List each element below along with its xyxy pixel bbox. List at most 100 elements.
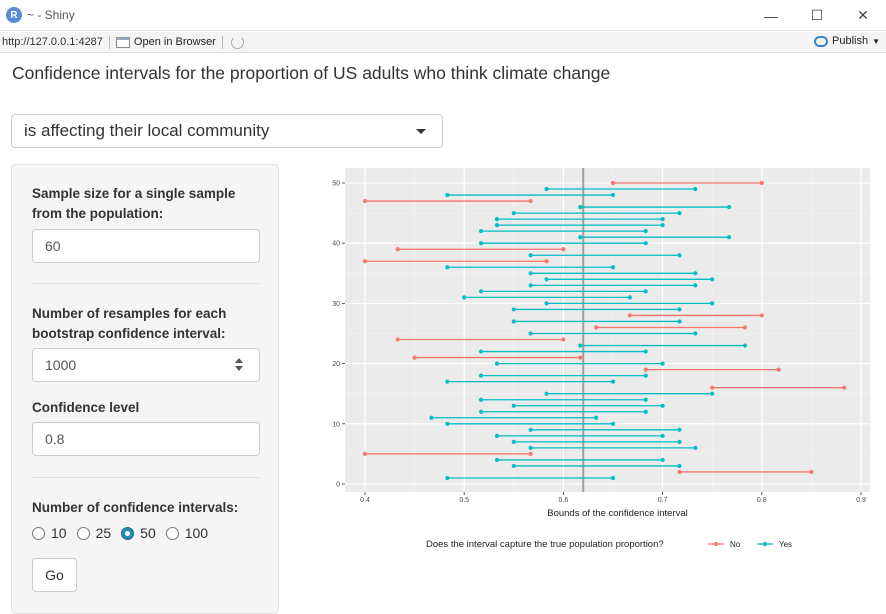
interval-lower-point xyxy=(528,427,533,432)
x-tick-label: 0.6 xyxy=(559,497,569,504)
interval-lower-point xyxy=(362,259,368,264)
sample-size-input[interactable]: 60 xyxy=(32,229,260,263)
interval-lower-point xyxy=(478,289,484,294)
interval-upper-point xyxy=(561,247,566,252)
interval-lower-point xyxy=(511,319,516,324)
maximize-button[interactable]: ☐ xyxy=(810,7,824,23)
interval-upper-point xyxy=(693,283,698,288)
interval-lower-point xyxy=(429,415,434,420)
num-intervals-label: Number of confidence intervals: xyxy=(32,500,239,515)
interval-lower-point xyxy=(494,457,500,463)
x-axis-title: Bounds of the confidence interval xyxy=(547,508,687,519)
interval-lower-point xyxy=(610,180,616,186)
open-browser-icon xyxy=(115,36,130,48)
minimize-button[interactable]: — xyxy=(764,7,778,24)
num-intervals-radio-group: 10 25 50 100 xyxy=(32,525,208,541)
interval-lower-point xyxy=(478,241,484,246)
interval-upper-point xyxy=(544,259,549,264)
interval-lower-point xyxy=(494,217,500,222)
interval-lower-point xyxy=(478,349,484,354)
interval-lower-point xyxy=(677,469,682,475)
interval-upper-point xyxy=(677,439,682,444)
go-button[interactable]: Go xyxy=(32,558,77,592)
radio-circle-icon xyxy=(32,526,45,540)
interval-lower-point xyxy=(362,451,368,456)
legend-label-yes: Yes xyxy=(779,540,792,549)
interval-upper-point xyxy=(677,463,682,469)
interval-upper-point xyxy=(660,457,665,463)
interval-upper-point xyxy=(643,397,648,402)
legend-key-point xyxy=(762,541,768,547)
radio-option-100[interactable]: 100 xyxy=(165,525,209,541)
interval-upper-point xyxy=(561,337,566,342)
interval-lower-point xyxy=(494,433,500,438)
interval-lower-point xyxy=(445,475,450,481)
y-tick-label: 30 xyxy=(332,301,340,308)
interval-lower-point xyxy=(594,325,599,330)
interval-upper-point xyxy=(660,433,665,438)
refresh-icon[interactable] xyxy=(230,35,244,49)
radio-option-50[interactable]: 50 xyxy=(121,525,156,541)
y-tick-label: 20 xyxy=(332,361,340,368)
interval-lower-point xyxy=(462,295,467,300)
confidence-level-input[interactable]: 0.8 xyxy=(32,422,260,456)
toolbar-separator xyxy=(221,35,223,49)
publish-icon xyxy=(814,35,828,47)
interval-lower-point xyxy=(494,223,500,228)
publish-label: Publish xyxy=(832,35,869,47)
interval-lower-point xyxy=(412,355,417,360)
confidence-level-label: Confidence level xyxy=(32,400,140,415)
radio-circle-icon xyxy=(165,526,179,540)
number-spinner-icon[interactable] xyxy=(235,358,243,371)
r-app-icon: R xyxy=(6,7,22,23)
y-tick-label: 50 xyxy=(332,181,340,188)
resamples-value: 1000 xyxy=(45,357,77,373)
radio-label: 100 xyxy=(184,525,209,541)
interval-upper-point xyxy=(643,289,648,294)
radio-label: 50 xyxy=(140,525,156,541)
interval-lower-point xyxy=(395,247,400,252)
interval-lower-point xyxy=(528,283,533,288)
x-tick-label: 0.4 xyxy=(360,497,370,504)
radio-option-25[interactable]: 25 xyxy=(76,525,111,541)
radio-option-10[interactable]: 10 xyxy=(32,525,67,541)
y-tick-label: 10 xyxy=(332,421,340,428)
viewer-toolbar: http://127.0.0.1:4287 Open in Browser Pu… xyxy=(0,32,886,53)
window-title: ~ - Shiny xyxy=(27,8,75,22)
statement-select[interactable]: is affecting their local community xyxy=(11,114,443,148)
interval-upper-point xyxy=(610,265,616,270)
interval-upper-point xyxy=(742,325,748,330)
toolbar-separator xyxy=(108,35,110,49)
interval-lower-point xyxy=(445,379,450,384)
window-titlebar: R ~ - Shiny — ☐ ✕ xyxy=(0,0,886,31)
chevron-down-icon xyxy=(416,129,426,134)
interval-lower-point xyxy=(578,235,583,240)
interval-lower-point xyxy=(578,204,583,210)
open-in-browser-button[interactable]: Open in Browser xyxy=(115,36,216,48)
interval-upper-point xyxy=(726,204,732,210)
publish-button[interactable]: Publish ▼ xyxy=(814,35,880,47)
interval-upper-point xyxy=(809,469,814,475)
interval-upper-point xyxy=(693,445,698,450)
section-divider xyxy=(32,283,260,284)
interval-lower-point xyxy=(544,301,549,306)
resamples-input[interactable]: 1000 xyxy=(32,348,260,382)
interval-upper-point xyxy=(627,295,632,300)
interval-upper-point xyxy=(643,241,648,246)
statement-select-value: is affecting their local community xyxy=(24,121,270,140)
interval-upper-point xyxy=(710,391,715,396)
interval-lower-point xyxy=(528,445,533,450)
interval-upper-point xyxy=(710,301,715,306)
close-button[interactable]: ✕ xyxy=(857,7,869,23)
interval-upper-point xyxy=(528,198,533,204)
interval-upper-point xyxy=(759,180,764,186)
interval-upper-point xyxy=(693,331,698,336)
legend: Does the interval capture the true popul… xyxy=(426,539,792,550)
interval-lower-point xyxy=(494,361,500,366)
interval-upper-point xyxy=(742,343,748,348)
interval-lower-point xyxy=(710,385,715,390)
interval-lower-point xyxy=(362,198,368,204)
interval-upper-point xyxy=(842,385,847,390)
interval-lower-point xyxy=(528,271,533,276)
sidebar-panel: Sample size for a single sample from the… xyxy=(11,164,279,614)
